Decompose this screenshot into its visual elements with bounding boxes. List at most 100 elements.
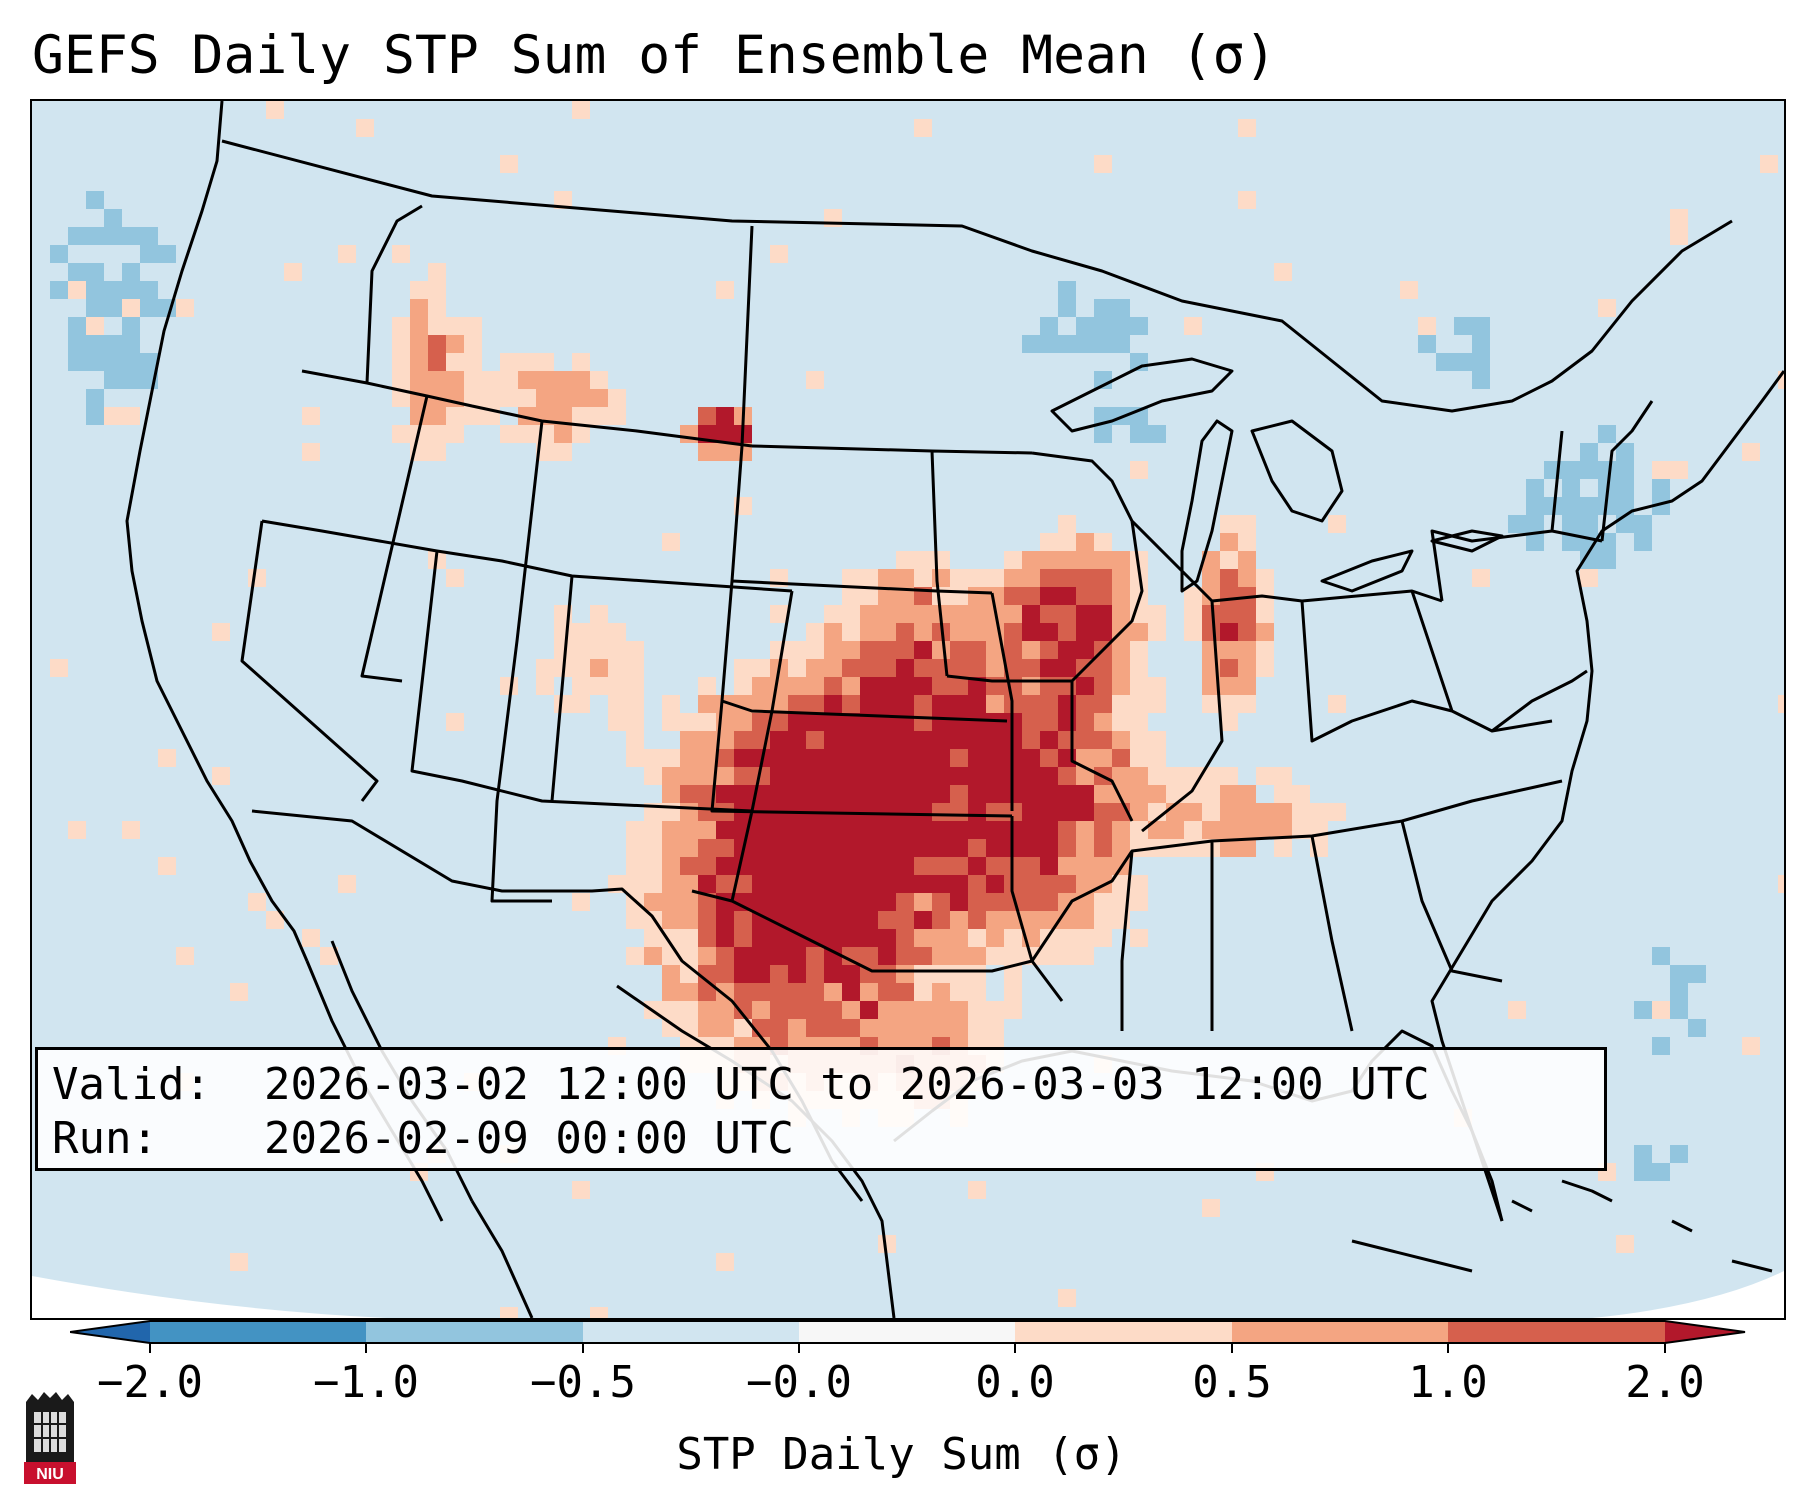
stp-cell: [572, 371, 590, 389]
stp-cell: [644, 839, 662, 857]
stp-cell: [248, 893, 266, 911]
stp-cell: [104, 335, 122, 353]
stp-cell: [1058, 929, 1076, 947]
stp-cell: [950, 785, 968, 803]
stp-cell: [716, 731, 734, 749]
stp-cell: [698, 731, 716, 749]
stp-cell: [896, 569, 914, 587]
stp-cell: [716, 281, 734, 299]
stp-cell: [1166, 821, 1184, 839]
stp-cell: [392, 425, 410, 443]
stp-cell: [1112, 767, 1130, 785]
stp-cell: [662, 821, 680, 839]
stp-cell: [788, 929, 806, 947]
stp-cell: [50, 659, 68, 677]
stp-cell: [554, 407, 572, 425]
stp-cell: [842, 641, 860, 659]
stp-cell: [626, 659, 644, 677]
stp-cell: [968, 731, 986, 749]
stp-cell: [1670, 461, 1688, 479]
stp-cell: [914, 659, 932, 677]
stp-cell: [392, 353, 410, 371]
stp-cell: [1598, 551, 1616, 569]
stp-cell: [68, 353, 86, 371]
stp-cell: [878, 659, 896, 677]
stp-cell: [1598, 425, 1616, 443]
stp-cell: [896, 803, 914, 821]
stp-cell: [950, 1001, 968, 1019]
stp-cell: [716, 929, 734, 947]
stp-cell: [986, 767, 1004, 785]
stp-cell: [680, 749, 698, 767]
stp-cell: [1058, 299, 1076, 317]
stp-cell: [824, 785, 842, 803]
stp-cell: [1652, 479, 1670, 497]
stp-cell: [68, 335, 86, 353]
stp-cell: [716, 785, 734, 803]
stp-cell: [572, 1181, 590, 1199]
stp-cell: [1580, 443, 1598, 461]
stp-cell: [986, 749, 1004, 767]
stp-cell: [464, 353, 482, 371]
stp-cell: [1022, 911, 1040, 929]
stp-cell: [878, 731, 896, 749]
map-out-of-domain-right: [1592, 1271, 1784, 1318]
stp-cell: [1238, 623, 1256, 641]
stp-cell: [878, 641, 896, 659]
stp-cell: [68, 281, 86, 299]
stp-cell: [428, 281, 446, 299]
stp-cell: [1040, 659, 1058, 677]
stp-cell: [1616, 1235, 1634, 1253]
stp-cell: [860, 749, 878, 767]
valid-line: Valid: 2026-03-02 12:00 UTC to 2026-03-03…: [52, 1058, 1604, 1112]
stp-cell: [698, 749, 716, 767]
stp-cell: [986, 821, 1004, 839]
colorbar-bin-1-2: [1448, 1321, 1665, 1343]
stp-cell: [1220, 515, 1238, 533]
stp-cell: [806, 641, 824, 659]
stp-cell: [1004, 605, 1022, 623]
stp-cell: [860, 839, 878, 857]
stp-cell: [824, 1001, 842, 1019]
stp-cell: [1220, 767, 1238, 785]
stp-cell: [770, 947, 788, 965]
valid-value: 2026-03-02 12:00 UTC to 2026-03-03 12:00…: [264, 1059, 1430, 1110]
stp-cell: [968, 749, 986, 767]
stp-cell: [1004, 569, 1022, 587]
colorbar-bin-m1-m05: [366, 1321, 583, 1343]
stp-cell: [716, 839, 734, 857]
stp-cell: [1040, 875, 1058, 893]
stp-cell: [1058, 335, 1076, 353]
stp-cell: [626, 677, 644, 695]
stp-cell: [716, 767, 734, 785]
niu-logo-text: NIU: [36, 1466, 64, 1483]
stp-cell: [806, 947, 824, 965]
stp-cell: [860, 587, 878, 605]
stp-cell: [734, 1001, 752, 1019]
stp-cell: [356, 119, 374, 137]
stp-cell: [950, 983, 968, 1001]
stp-cell: [680, 857, 698, 875]
stp-cell: [932, 713, 950, 731]
stp-cell: [1130, 803, 1148, 821]
stp-cell: [140, 353, 158, 371]
stp-cell: [914, 1001, 932, 1019]
stp-cell: [1022, 749, 1040, 767]
stp-cell: [1220, 569, 1238, 587]
stp-cell: [734, 875, 752, 893]
stp-cell: [1238, 569, 1256, 587]
stp-cell: [1238, 839, 1256, 857]
stp-cell: [896, 1001, 914, 1019]
stp-cell: [1076, 803, 1094, 821]
stp-cell: [896, 551, 914, 569]
stp-cell: [1112, 605, 1130, 623]
colorbar-tick-label: −2.0: [97, 1357, 203, 1408]
stp-cell: [824, 713, 842, 731]
stp-cell: [950, 857, 968, 875]
stp-cell: [734, 983, 752, 1001]
stp-cell: [554, 623, 572, 641]
stp-cell: [932, 911, 950, 929]
stp-cell: [968, 1019, 986, 1037]
stp-cell: [1292, 803, 1310, 821]
stp-cell: [1436, 353, 1454, 371]
